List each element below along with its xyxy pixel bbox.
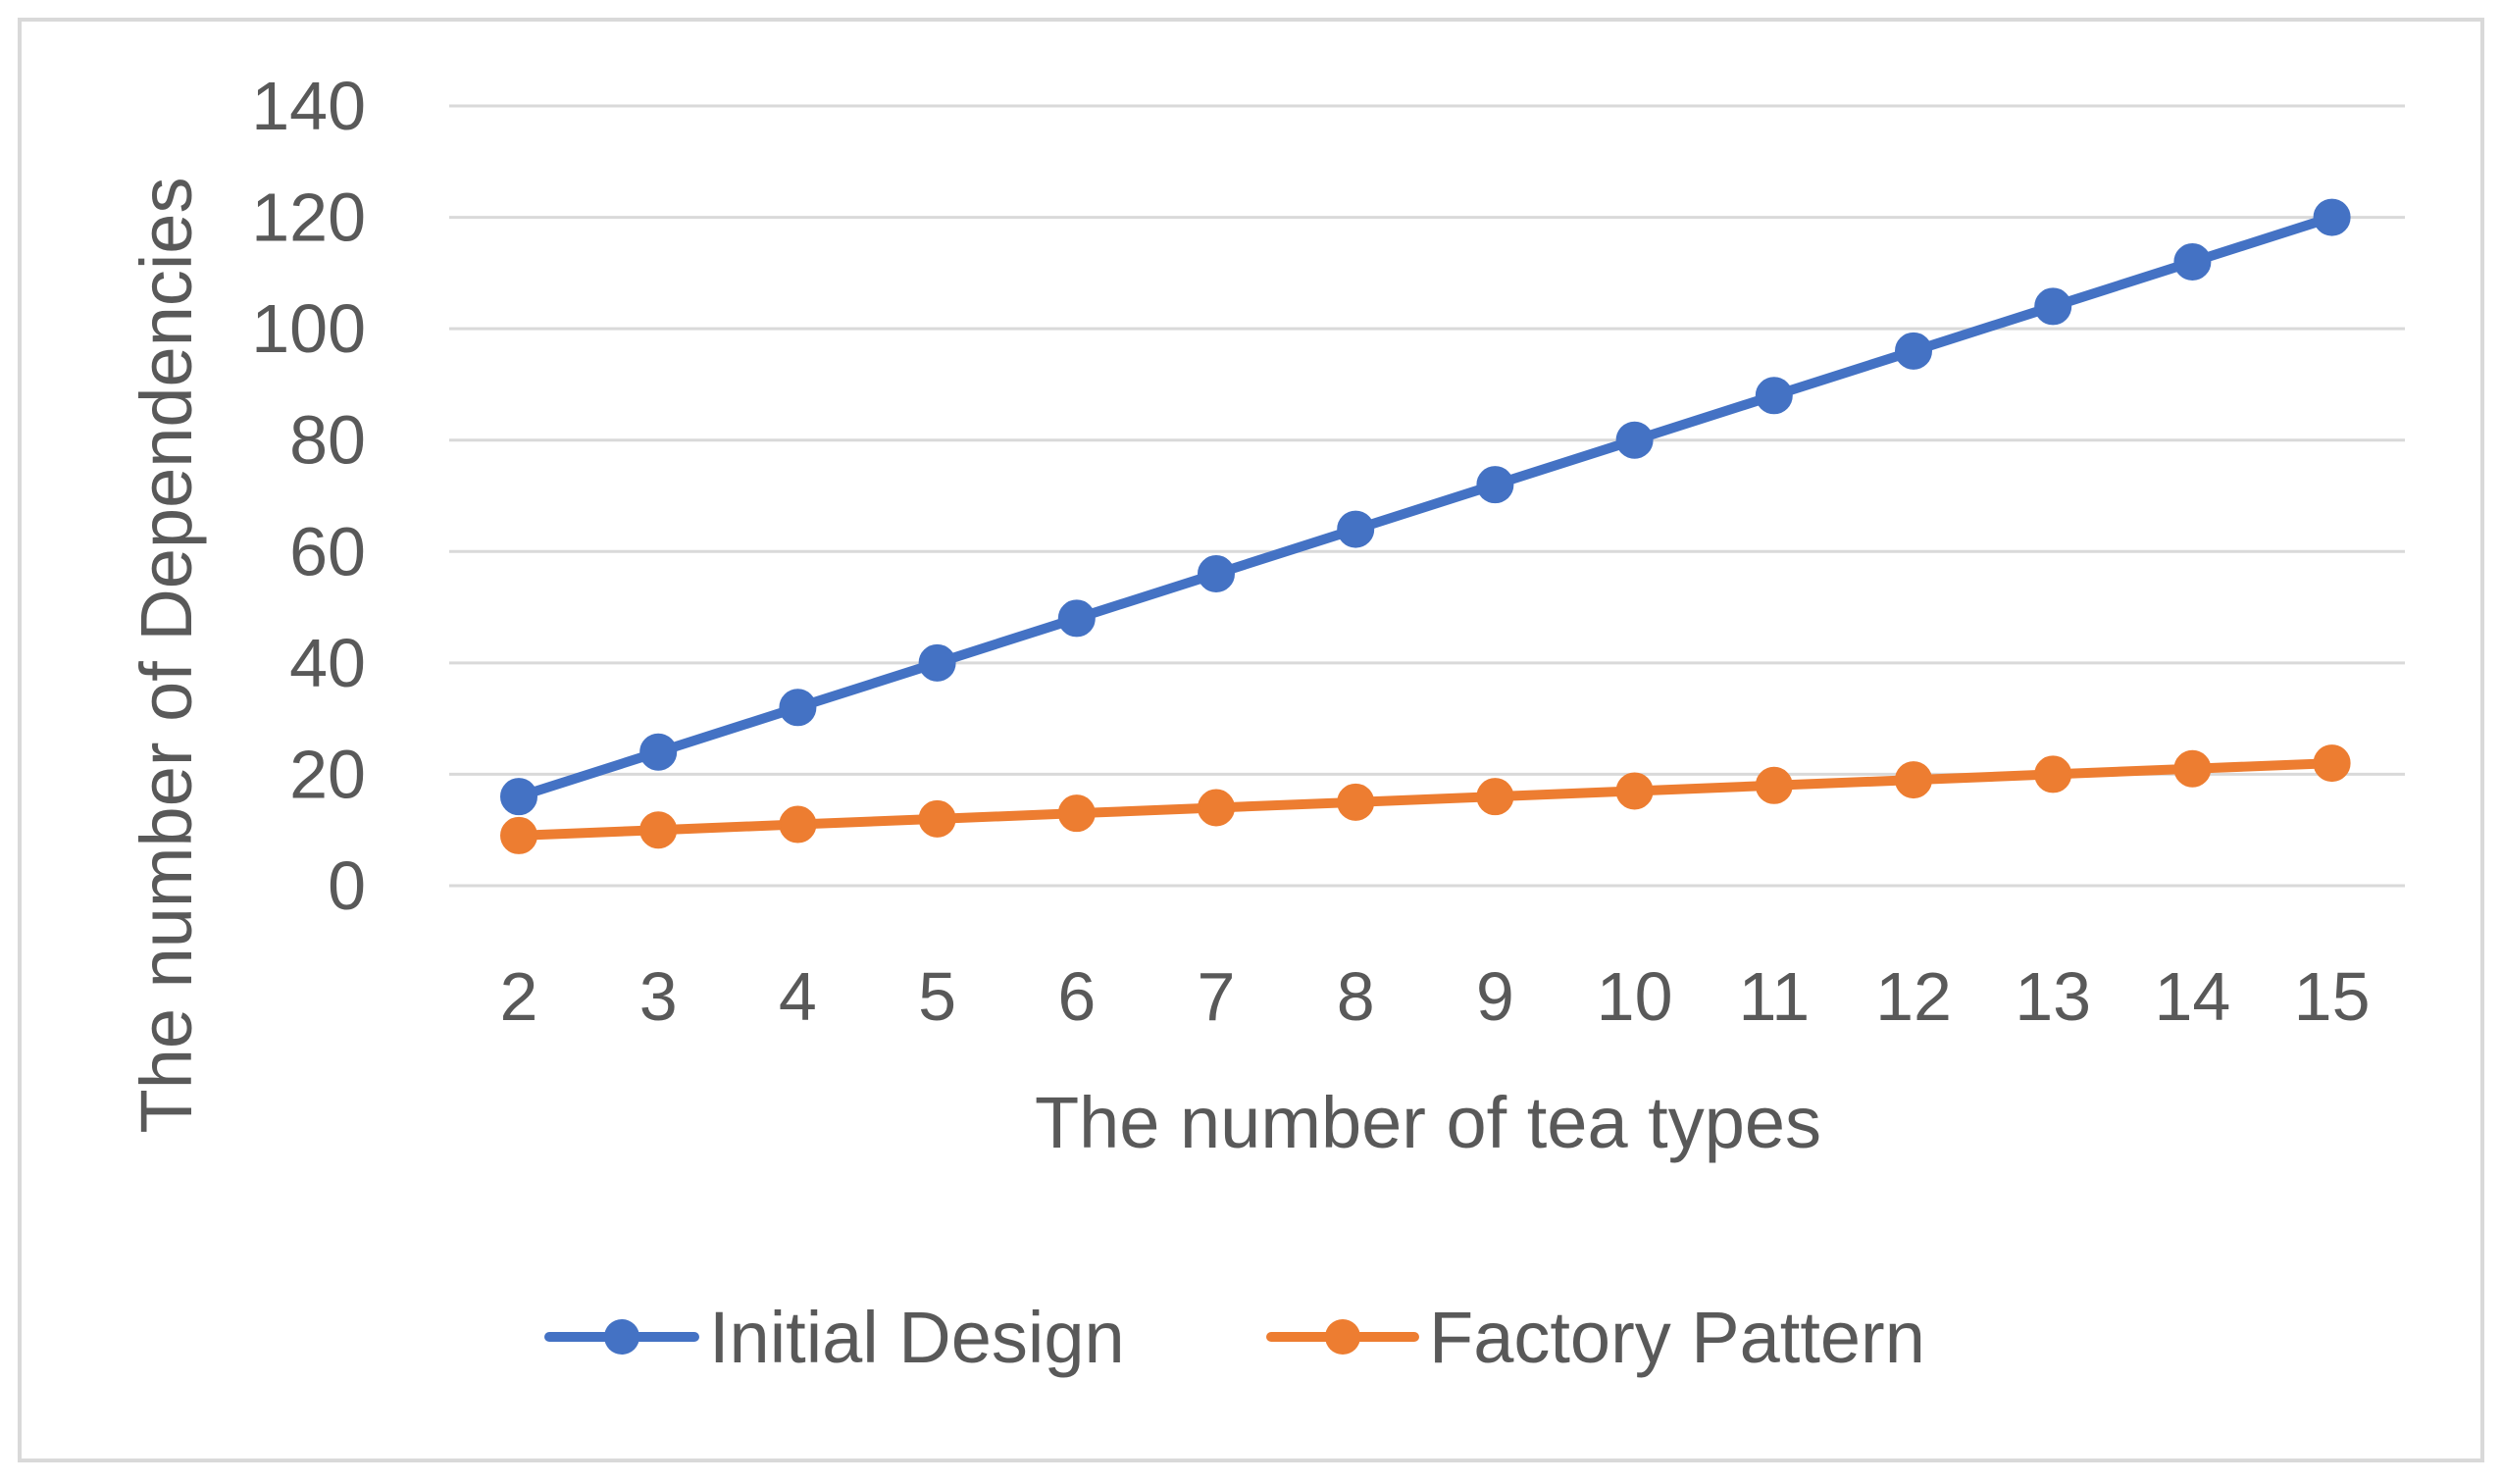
x-tick-label: 8	[1337, 958, 1375, 1035]
chart-frame	[18, 18, 2484, 1462]
data-point	[500, 778, 537, 816]
x-tick-label: 4	[779, 958, 817, 1035]
data-point	[1615, 772, 1654, 810]
x-tick-label: 7	[1198, 958, 1236, 1035]
data-point	[639, 811, 678, 849]
y-tick-label: 100	[251, 290, 366, 367]
data-point	[2173, 243, 2212, 281]
y-axis-title: The number of Dependencies	[126, 178, 207, 1134]
y-tick-label: 120	[251, 179, 366, 256]
y-tick-label: 60	[289, 513, 366, 589]
y-tick-label: 40	[289, 625, 366, 701]
y-axis-ticks: 0 20 40 60 80 100 120 140	[251, 68, 366, 924]
data-point	[1198, 555, 1235, 592]
data-point	[1895, 761, 1932, 799]
x-tick-label: 11	[1738, 958, 1810, 1035]
x-tick-label: 15	[2294, 958, 2371, 1035]
x-axis-ticks: 2 3 4 5 6 7 8 9 10 11 12 13 14 15	[500, 958, 2371, 1035]
data-point	[1057, 794, 1096, 833]
x-axis-title: The number of tea types	[1035, 1082, 1821, 1163]
x-tick-label: 14	[2154, 958, 2230, 1035]
x-tick-label: 9	[1476, 958, 1514, 1035]
data-point	[2173, 749, 2212, 788]
data-point	[1337, 510, 1375, 548]
legend-marker	[604, 1319, 639, 1355]
y-tick-label: 80	[289, 402, 366, 479]
x-tick-label: 13	[2015, 958, 2091, 1035]
x-tick-label: 12	[1875, 958, 1952, 1035]
data-point	[639, 733, 678, 771]
data-point	[918, 643, 956, 682]
data-point	[779, 805, 817, 844]
data-point	[1476, 778, 1514, 816]
data-point	[1755, 766, 1793, 804]
data-point	[2313, 744, 2351, 783]
data-point	[1755, 377, 1793, 415]
legend-label: Factory Pattern	[1429, 1297, 1925, 1378]
data-point	[1476, 466, 1514, 504]
data-point	[1895, 332, 1932, 370]
data-point	[2313, 198, 2351, 236]
x-tick-label: 6	[1057, 958, 1096, 1035]
data-point	[779, 689, 817, 727]
data-point	[2034, 755, 2072, 793]
y-tick-label: 0	[328, 847, 366, 924]
data-point	[500, 816, 537, 854]
x-tick-label: 10	[1597, 958, 1673, 1035]
legend-label: Initial Design	[709, 1297, 1125, 1378]
x-tick-label: 2	[500, 958, 538, 1035]
y-tick-label: 20	[289, 736, 366, 812]
data-point	[1198, 789, 1235, 827]
data-point	[2034, 287, 2072, 326]
x-tick-label: 3	[639, 958, 678, 1035]
series-markers	[500, 198, 2351, 854]
legend: Initial Design Factory Pattern	[544, 1297, 1925, 1378]
y-tick-label: 140	[251, 68, 366, 144]
data-point	[1057, 599, 1096, 638]
data-point	[918, 799, 956, 838]
series-line-1	[514, 212, 2337, 802]
data-point	[1337, 783, 1375, 821]
legend-marker	[1325, 1319, 1360, 1355]
series-lines	[514, 212, 2337, 841]
x-tick-label: 5	[918, 958, 956, 1035]
series-line-2	[514, 758, 2337, 841]
data-point	[1615, 421, 1654, 459]
